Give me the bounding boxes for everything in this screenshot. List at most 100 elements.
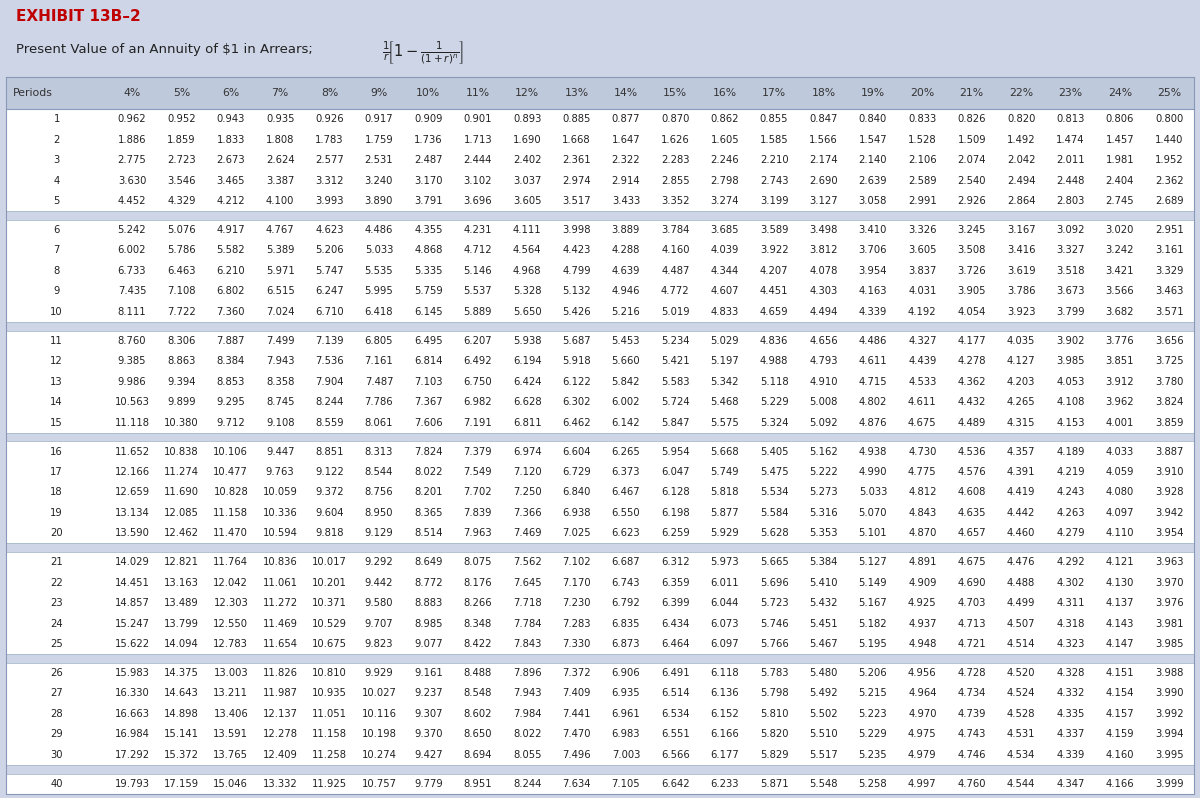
Text: 7.843: 7.843 xyxy=(512,639,541,649)
Text: 7.943: 7.943 xyxy=(266,356,294,366)
Text: 14.898: 14.898 xyxy=(164,709,199,719)
Text: 6.687: 6.687 xyxy=(612,557,641,567)
Text: 6.002: 6.002 xyxy=(612,397,640,407)
Text: 4.988: 4.988 xyxy=(760,356,788,366)
Text: 7: 7 xyxy=(54,246,60,255)
Text: 4.970: 4.970 xyxy=(908,709,936,719)
Text: 3.837: 3.837 xyxy=(908,266,936,276)
Text: 3.102: 3.102 xyxy=(463,176,492,186)
Text: 3.851: 3.851 xyxy=(1105,356,1134,366)
Text: 9.372: 9.372 xyxy=(316,488,344,497)
Text: 1.509: 1.509 xyxy=(958,135,986,144)
Text: 6.118: 6.118 xyxy=(710,668,739,678)
Text: 8.544: 8.544 xyxy=(365,467,394,477)
Text: 6.792: 6.792 xyxy=(612,598,641,608)
Text: 4.730: 4.730 xyxy=(908,447,936,456)
Text: 6.492: 6.492 xyxy=(463,356,492,366)
Text: 12.462: 12.462 xyxy=(164,528,199,539)
Text: 12.409: 12.409 xyxy=(263,750,298,760)
Text: 5.575: 5.575 xyxy=(710,417,739,428)
Text: 7.379: 7.379 xyxy=(463,447,492,456)
Text: 9.707: 9.707 xyxy=(365,618,394,629)
Text: 2.723: 2.723 xyxy=(167,155,196,165)
Text: 4.355: 4.355 xyxy=(414,225,443,235)
Text: 5.316: 5.316 xyxy=(809,508,838,518)
Text: 7.120: 7.120 xyxy=(512,467,541,477)
Text: 1.647: 1.647 xyxy=(612,135,641,144)
Text: 4.177: 4.177 xyxy=(958,336,986,346)
Text: 1: 1 xyxy=(54,114,60,124)
Text: 6.873: 6.873 xyxy=(612,639,640,649)
Text: 4.157: 4.157 xyxy=(1105,709,1134,719)
Text: 11.652: 11.652 xyxy=(114,447,150,456)
Text: 5.535: 5.535 xyxy=(365,266,394,276)
Bar xyxy=(6,371,1194,392)
Text: 5.118: 5.118 xyxy=(760,377,788,387)
Text: 4.712: 4.712 xyxy=(463,246,492,255)
Text: 7.702: 7.702 xyxy=(463,488,492,497)
Text: 4.487: 4.487 xyxy=(661,266,690,276)
Text: 7.536: 7.536 xyxy=(316,356,344,366)
Text: 3.498: 3.498 xyxy=(809,225,838,235)
Text: 6.194: 6.194 xyxy=(512,356,541,366)
Text: 7.108: 7.108 xyxy=(167,286,196,296)
Text: 4.507: 4.507 xyxy=(1007,618,1036,629)
Text: 3.605: 3.605 xyxy=(908,246,936,255)
Text: 7.360: 7.360 xyxy=(216,306,245,317)
Text: 5.468: 5.468 xyxy=(710,397,739,407)
Text: 19.793: 19.793 xyxy=(114,779,150,788)
Text: 4.362: 4.362 xyxy=(958,377,986,387)
Text: 13.003: 13.003 xyxy=(214,668,248,678)
Text: 0.943: 0.943 xyxy=(216,114,245,124)
Text: 4.891: 4.891 xyxy=(908,557,936,567)
Text: 0.901: 0.901 xyxy=(463,114,492,124)
Text: 4.917: 4.917 xyxy=(216,225,245,235)
Text: 10.027: 10.027 xyxy=(361,689,396,698)
Text: 11.158: 11.158 xyxy=(312,729,347,739)
Text: 3.326: 3.326 xyxy=(908,225,936,235)
Text: 4.499: 4.499 xyxy=(1007,598,1036,608)
Bar xyxy=(6,572,1194,593)
Text: 3.992: 3.992 xyxy=(1154,709,1183,719)
Text: 3.589: 3.589 xyxy=(760,225,788,235)
Text: 7.366: 7.366 xyxy=(512,508,541,518)
Text: 0.820: 0.820 xyxy=(1007,114,1036,124)
Text: 11.274: 11.274 xyxy=(164,467,199,477)
Text: 6.974: 6.974 xyxy=(512,447,541,456)
Text: 4.997: 4.997 xyxy=(908,779,937,788)
Text: 6.491: 6.491 xyxy=(661,668,690,678)
Text: 19%: 19% xyxy=(860,89,884,98)
Text: 13%: 13% xyxy=(564,89,588,98)
Text: 4.439: 4.439 xyxy=(908,356,936,366)
Text: 5.665: 5.665 xyxy=(760,557,788,567)
Text: 4.231: 4.231 xyxy=(463,225,492,235)
Text: 3.859: 3.859 xyxy=(1156,417,1183,428)
Text: Periods: Periods xyxy=(13,89,53,98)
Text: 3.421: 3.421 xyxy=(1105,266,1134,276)
Text: 2.624: 2.624 xyxy=(266,155,294,165)
Text: 8.772: 8.772 xyxy=(414,578,443,588)
Text: 7.250: 7.250 xyxy=(512,488,541,497)
Text: 3.905: 3.905 xyxy=(958,286,986,296)
Text: 8.022: 8.022 xyxy=(512,729,541,739)
Text: 5.342: 5.342 xyxy=(710,377,739,387)
Text: 4.739: 4.739 xyxy=(958,709,986,719)
Text: 0.926: 0.926 xyxy=(316,114,344,124)
Text: 4.486: 4.486 xyxy=(859,336,887,346)
Text: 5.008: 5.008 xyxy=(809,397,838,407)
Bar xyxy=(6,261,1194,281)
Text: 8.853: 8.853 xyxy=(216,377,245,387)
Text: 1.566: 1.566 xyxy=(809,135,838,144)
Text: 3.812: 3.812 xyxy=(809,246,838,255)
Text: 9.427: 9.427 xyxy=(414,750,443,760)
Text: 2.743: 2.743 xyxy=(760,176,788,186)
Text: 6.207: 6.207 xyxy=(463,336,492,346)
Text: 8: 8 xyxy=(54,266,60,276)
Text: 2.639: 2.639 xyxy=(859,176,887,186)
Text: 9.899: 9.899 xyxy=(167,397,196,407)
Text: 6.152: 6.152 xyxy=(710,709,739,719)
Text: 7.496: 7.496 xyxy=(563,750,590,760)
Text: 4.948: 4.948 xyxy=(908,639,936,649)
Text: 4.836: 4.836 xyxy=(760,336,788,346)
Text: 9.442: 9.442 xyxy=(365,578,394,588)
